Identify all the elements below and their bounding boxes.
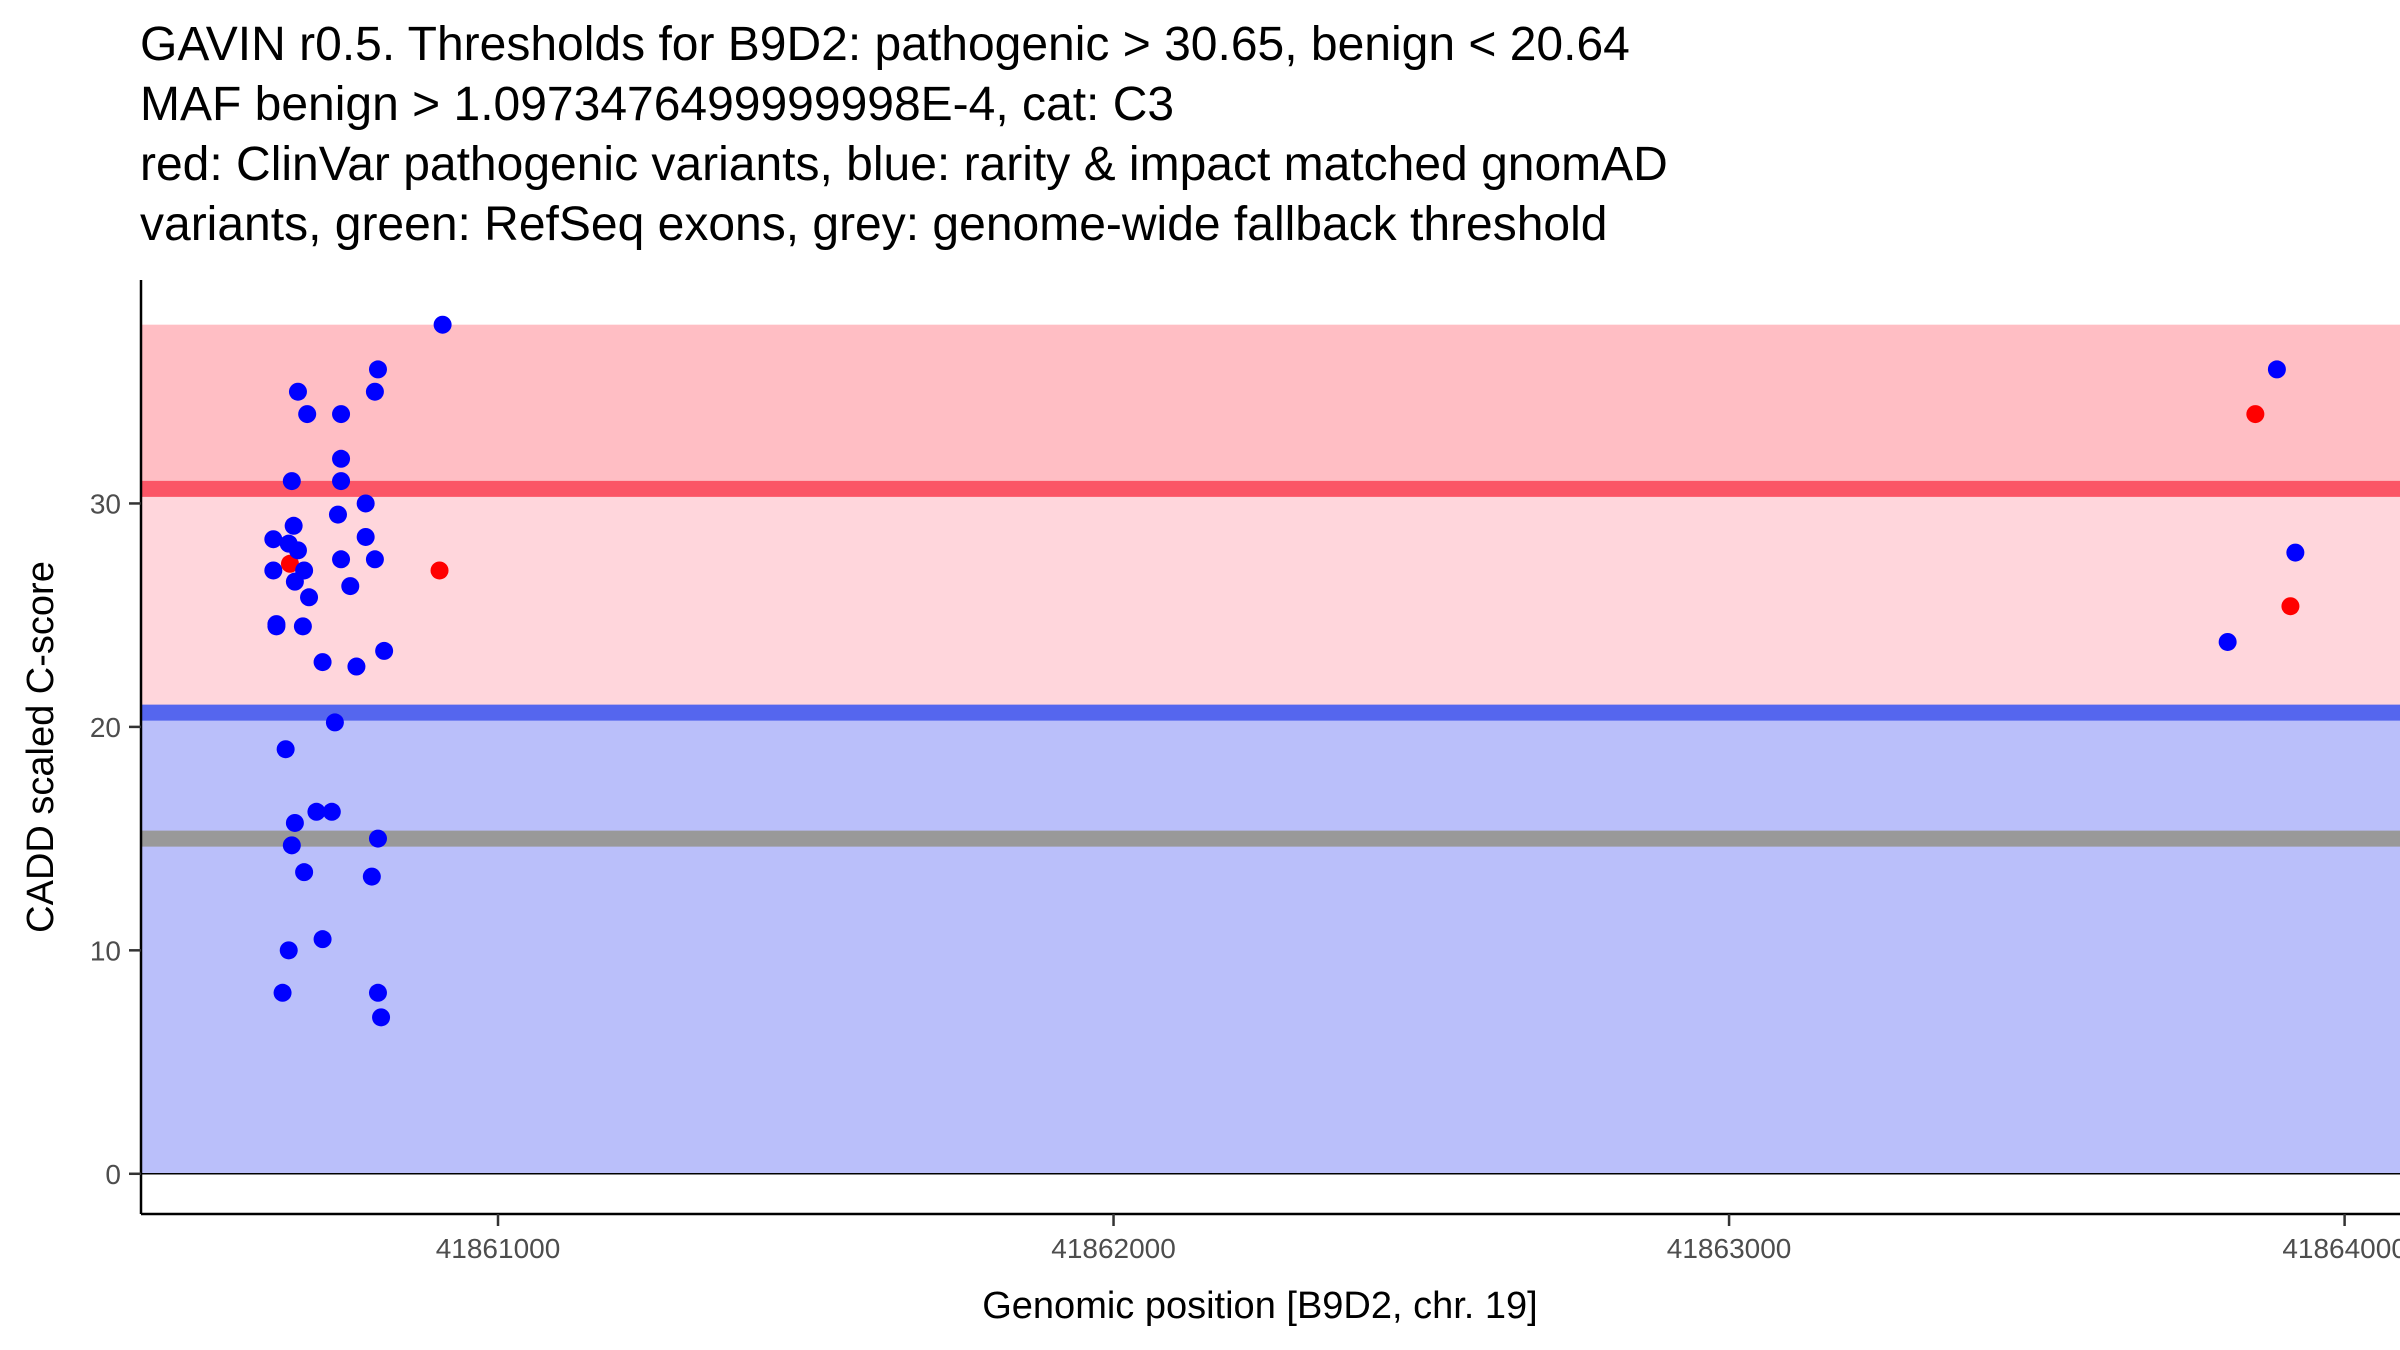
- gnomad-matched-point-27: [375, 641, 394, 660]
- chart-title: GAVIN r0.5. Thresholds for B9D2: pathoge…: [140, 18, 1668, 251]
- gnomad-matched-point-33: [322, 802, 341, 821]
- gnomad-matched-point-36: [282, 836, 301, 855]
- x-tick-label-3: 41863000: [1667, 1233, 1792, 1264]
- gnomad-matched-point-21: [285, 572, 304, 591]
- gnomad-matched-point-35: [368, 829, 387, 848]
- x-axis-ticks: 41861000 41862000 41863000 41864000: [436, 1214, 2400, 1264]
- gnomad-matched-point-12: [284, 516, 303, 535]
- gnomad-matched-point-1: [433, 315, 452, 334]
- clinvar-pathogenic-point-1: [280, 554, 299, 573]
- gnomad-matched-point-10: [356, 494, 375, 513]
- title-line-3: red: ClinVar pathogenic variants, blue: …: [140, 138, 1668, 191]
- title-line-4: variants, green: RefSeq exons, grey: gen…: [140, 198, 1607, 251]
- gnomad-matched-point-37: [295, 863, 314, 882]
- gnomad-matched-point-29: [347, 657, 366, 676]
- gnomad-matched-point-19: [264, 561, 283, 580]
- x-tick-label-4: 41864000: [2282, 1233, 2400, 1264]
- gnomad-matched-point-39: [313, 930, 332, 949]
- gnomad-matched-point-2: [368, 360, 387, 379]
- gnomad-matched-point-5: [298, 405, 317, 424]
- gnomad-matched-point-30: [325, 713, 344, 732]
- gnomad-matched-point-34: [285, 813, 304, 832]
- y-tick-label-3: 20: [90, 712, 121, 743]
- clinvar-pathogenic-point-3: [2246, 405, 2265, 424]
- gnomad-matched-point-25: [267, 617, 286, 636]
- gnomad-matched-point-44: [2267, 360, 2286, 379]
- gnomad-matched-point-6: [332, 405, 351, 424]
- gnomad-matched-point-43: [372, 1008, 391, 1027]
- gnomad-matched-point-26: [293, 617, 312, 636]
- threshold-bands: [141, 324, 2400, 1174]
- x-tick-label-2: 41862000: [1051, 1233, 1176, 1264]
- gnomad-matched-point-32: [307, 802, 326, 821]
- x-tick-label-1: 41861000: [436, 1233, 561, 1264]
- gnomad-matched-point-11: [328, 505, 347, 524]
- y-tick-label-4: 30: [90, 488, 121, 519]
- gnomad-matched-point-31: [276, 740, 295, 759]
- gnomad-matched-point-16: [288, 541, 307, 560]
- gnomad-matched-point-9: [332, 472, 351, 491]
- title-line-2: MAF benign > 1.0973476499999998E-4, cat:…: [140, 78, 1174, 131]
- gnomad-matched-point-28: [313, 653, 332, 672]
- gnomad-matched-point-38: [362, 867, 381, 886]
- gnomad-matched-point-13: [356, 527, 375, 546]
- gnomad-matched-point-18: [365, 550, 384, 569]
- benign-region: [141, 712, 2400, 1174]
- data-points: [264, 315, 2305, 1027]
- y-axis-ticks: 0 10 20 30: [90, 488, 141, 1190]
- pathogenic-region: [141, 324, 2400, 489]
- gnomad-matched-point-14: [264, 530, 283, 549]
- gnomad-matched-point-42: [368, 983, 387, 1002]
- gnomad-matched-point-22: [341, 577, 360, 596]
- gnomad-matched-point-41: [273, 983, 292, 1002]
- threshold-lines: [141, 480, 2400, 847]
- y-axis-title: CADD scaled C-score: [20, 561, 62, 933]
- gnomad-matched-point-23: [300, 588, 319, 607]
- gnomad-matched-point-40: [279, 941, 298, 960]
- title-line-1: GAVIN r0.5. Thresholds for B9D2: pathoge…: [140, 18, 1630, 71]
- clinvar-pathogenic-point-4: [2281, 597, 2300, 616]
- axes: [139, 280, 2400, 1216]
- gnomad-matched-point-7: [332, 449, 351, 468]
- gnomad-matched-point-45: [2286, 543, 2305, 562]
- gnomad-matched-point-17: [332, 550, 351, 569]
- clinvar-pathogenic-point-2: [430, 561, 449, 580]
- y-tick-label-2: 10: [90, 935, 121, 966]
- y-tick-label-1: 0: [105, 1159, 121, 1190]
- gnomad-matched-point-4: [288, 382, 307, 401]
- gnomad-matched-point-3: [365, 382, 384, 401]
- intermediate-region: [141, 488, 2400, 713]
- gnomad-matched-point-46: [2218, 632, 2237, 651]
- x-axis-title: Genomic position [B9D2, chr. 19]: [982, 1285, 1538, 1327]
- gnomad-matched-point-8: [282, 472, 301, 491]
